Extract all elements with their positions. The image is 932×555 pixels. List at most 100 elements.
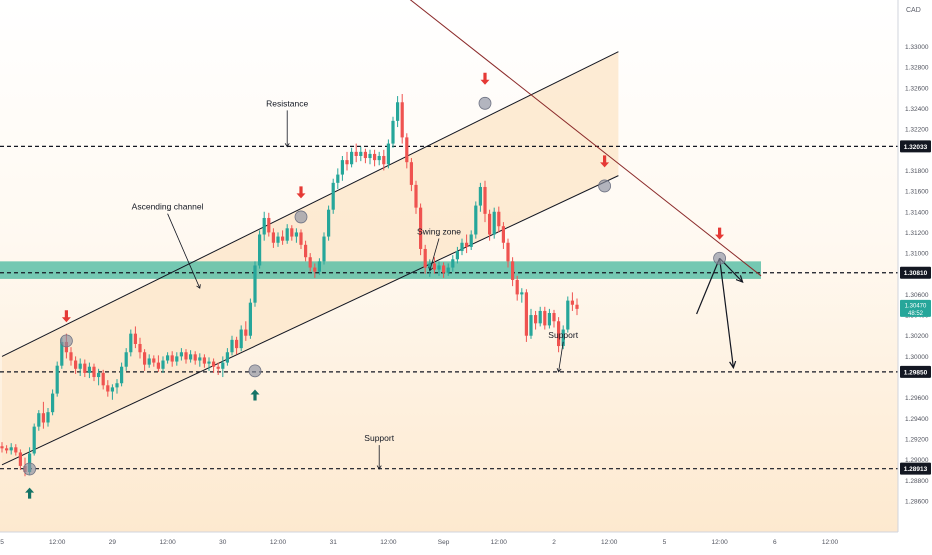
candle-body xyxy=(547,313,551,326)
candle-body xyxy=(235,339,239,349)
up-arrow-icon xyxy=(250,389,260,401)
candle-body xyxy=(543,310,547,326)
candle-body xyxy=(446,267,450,273)
candle-body xyxy=(55,365,59,394)
candle-body xyxy=(166,355,170,361)
candle-body xyxy=(534,315,538,324)
candle-body xyxy=(501,226,505,243)
candle-body xyxy=(18,452,22,466)
candle-body xyxy=(179,352,183,357)
candle-body xyxy=(294,232,298,237)
down-arrow-icon xyxy=(61,310,71,323)
candle-body xyxy=(101,372,105,386)
candle-body xyxy=(451,259,455,268)
y-tick-label: 1.31000 xyxy=(905,251,929,258)
candle-body xyxy=(327,209,331,237)
annotation-label: Support xyxy=(364,433,394,443)
candle-body xyxy=(405,137,409,163)
y-tick-label: 1.33000 xyxy=(905,44,929,51)
candle-body xyxy=(557,321,561,347)
candle-body xyxy=(198,357,202,361)
candle-body xyxy=(156,362,160,369)
y-tick-label: 1.31200 xyxy=(905,230,929,237)
candle-body xyxy=(474,205,478,235)
candle-body xyxy=(469,234,473,247)
candle-body xyxy=(465,242,469,247)
candle-body xyxy=(322,236,326,262)
last-price-text: 1.30470 xyxy=(905,303,927,309)
downtrend-line-group xyxy=(409,0,762,277)
y-tick-label: 1.29000 xyxy=(905,457,929,464)
candle-body xyxy=(221,362,225,369)
x-tick-label: 5 xyxy=(663,539,667,546)
projection-arrowhead xyxy=(729,360,737,370)
candle-body xyxy=(216,366,220,369)
candle-body xyxy=(97,372,101,378)
candle-body xyxy=(350,151,354,165)
annotation-label: Support xyxy=(548,330,578,340)
candle-body xyxy=(290,228,294,237)
annotation-label: Swing zone xyxy=(417,226,461,236)
candle-body xyxy=(354,151,358,156)
y-tick-label: 1.30000 xyxy=(905,354,929,361)
candle-body xyxy=(83,363,87,373)
candle-body xyxy=(515,279,519,295)
x-tick-label: 30 xyxy=(219,539,227,546)
down-arrow-icon xyxy=(715,227,725,240)
candle-body xyxy=(175,356,179,362)
candle-body xyxy=(239,329,243,349)
candle-body xyxy=(32,426,36,454)
candle-body xyxy=(483,186,487,214)
candle-body xyxy=(345,160,349,165)
touch-point-marker xyxy=(60,334,73,348)
y-tick-label: 1.28600 xyxy=(905,499,929,506)
candle-body xyxy=(152,358,156,363)
candle-body xyxy=(110,387,114,392)
candle-body xyxy=(524,292,528,336)
candles xyxy=(0,94,579,477)
x-tick-label: 5 xyxy=(0,539,4,546)
candle-body xyxy=(442,265,446,273)
candle-body xyxy=(570,300,574,305)
candle-body xyxy=(336,174,340,183)
annotation-pointer-head xyxy=(284,143,290,148)
annotation-pointer xyxy=(429,238,440,271)
candle-body xyxy=(331,182,335,210)
annotations: Resistance Ascending channel Swing zone Sup… xyxy=(132,98,579,470)
annotation-pointer-head xyxy=(428,266,434,272)
time-axis-panel[interactable] xyxy=(0,532,898,550)
candle-body xyxy=(423,248,427,268)
candle-body xyxy=(437,265,441,270)
x-tick-label: 12:00 xyxy=(711,539,728,546)
candle-body xyxy=(14,447,18,453)
candle-body xyxy=(386,143,390,165)
candle-body xyxy=(285,228,289,241)
candle-body xyxy=(419,207,423,249)
candle-body xyxy=(373,153,377,161)
touch-point-marker xyxy=(713,251,726,265)
annotation-pointer xyxy=(167,213,201,289)
candle-body xyxy=(129,333,133,353)
candle-body xyxy=(120,366,124,384)
candle-body xyxy=(382,155,386,165)
y-tick-label: 1.31400 xyxy=(905,209,929,216)
candle-body xyxy=(143,352,147,365)
level-price-tag xyxy=(900,365,931,378)
candle-body xyxy=(189,354,193,360)
candle-body xyxy=(170,355,174,362)
touch-point-marker xyxy=(478,96,492,110)
level-price-tag xyxy=(900,140,931,153)
candle-body xyxy=(488,213,492,235)
candle-body xyxy=(299,232,303,245)
candle-body xyxy=(133,333,137,344)
channel-lower-line xyxy=(1,175,619,466)
candle-body xyxy=(520,292,524,295)
touch-point-marker xyxy=(248,364,262,378)
candle-body xyxy=(202,357,206,364)
touch-point-marker xyxy=(23,462,37,476)
candle-body xyxy=(460,242,464,252)
candle-body xyxy=(359,151,363,156)
candle-body xyxy=(414,184,418,208)
